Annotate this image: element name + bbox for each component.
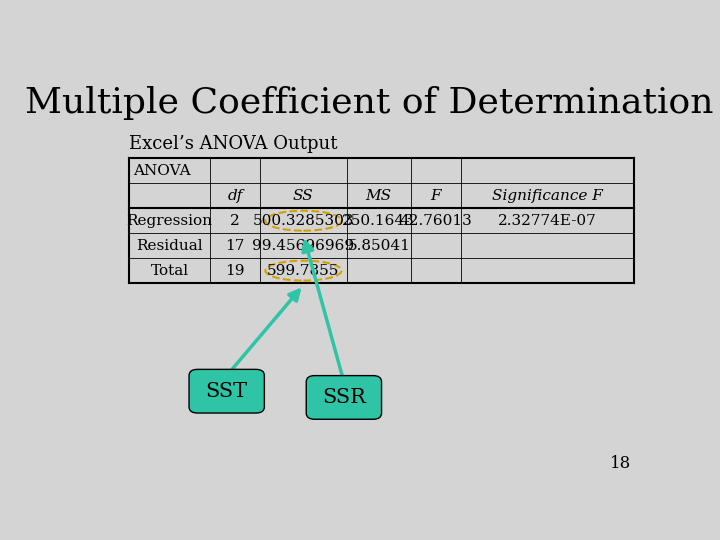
Text: 17: 17 <box>225 239 245 253</box>
Text: F: F <box>431 189 441 203</box>
FancyBboxPatch shape <box>306 376 382 419</box>
Text: 500.3285303: 500.3285303 <box>253 214 354 228</box>
Text: 2: 2 <box>230 214 240 228</box>
Text: 599.7855: 599.7855 <box>267 264 340 278</box>
Text: 250.1643: 250.1643 <box>343 214 415 228</box>
Text: SSR: SSR <box>322 388 366 407</box>
Text: Excel’s ANOVA Output: Excel’s ANOVA Output <box>129 136 338 153</box>
Text: Residual: Residual <box>136 239 203 253</box>
FancyBboxPatch shape <box>189 369 264 413</box>
Text: 18: 18 <box>610 455 631 472</box>
Text: 19: 19 <box>225 264 245 278</box>
Text: SST: SST <box>206 382 248 401</box>
Text: ANOVA: ANOVA <box>133 164 191 178</box>
Text: Total: Total <box>150 264 189 278</box>
Text: Regression: Regression <box>127 214 212 228</box>
Text: MS: MS <box>366 189 392 203</box>
Text: SS: SS <box>293 189 314 203</box>
Text: Multiple Coefficient of Determination: Multiple Coefficient of Determination <box>24 85 714 119</box>
Text: 5.85041: 5.85041 <box>347 239 410 253</box>
Text: 42.76013: 42.76013 <box>400 214 472 228</box>
Text: Significance F: Significance F <box>492 189 603 203</box>
Text: 99.45696969: 99.45696969 <box>253 239 354 253</box>
Text: df: df <box>228 189 243 203</box>
Text: 2.32774E-07: 2.32774E-07 <box>498 214 597 228</box>
